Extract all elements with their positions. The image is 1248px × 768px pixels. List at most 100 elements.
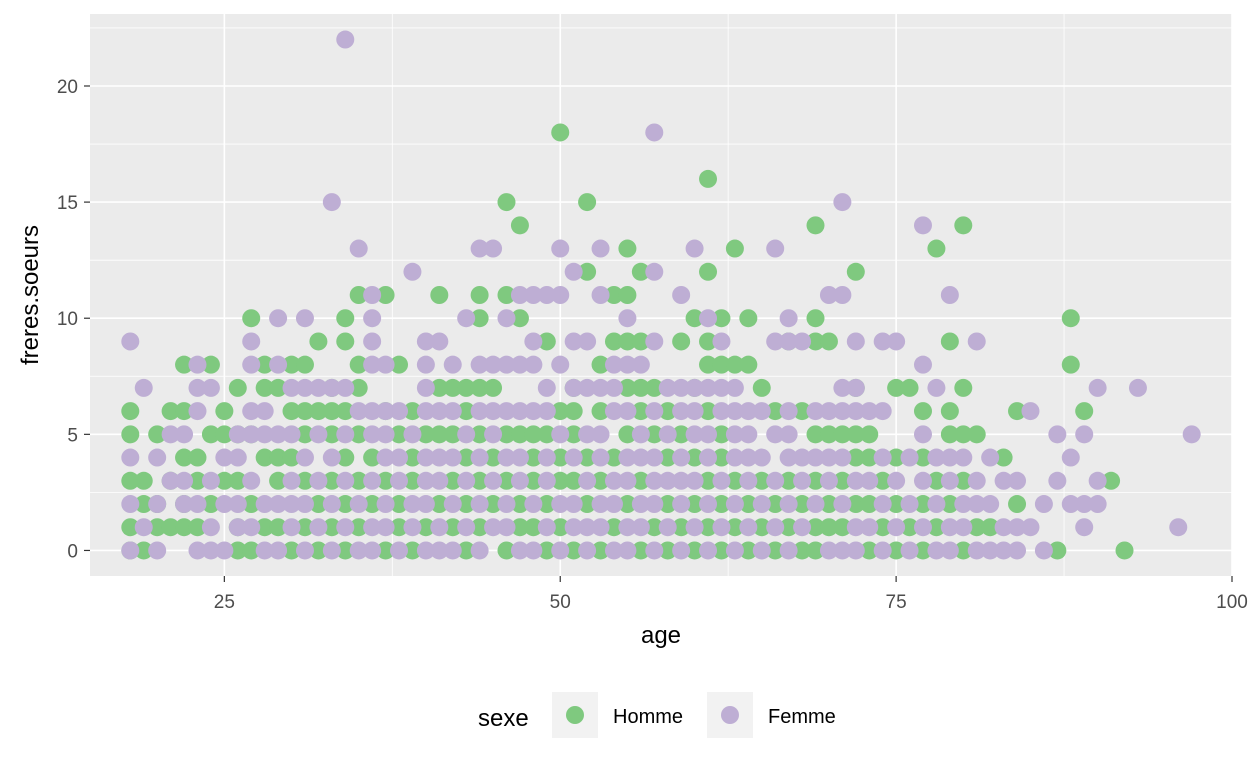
point-homme xyxy=(766,402,785,421)
point-homme xyxy=(403,471,422,490)
plot-panel xyxy=(90,14,1232,576)
point-femme xyxy=(739,448,758,467)
point-femme xyxy=(618,402,637,421)
point-homme xyxy=(793,541,812,560)
point-femme xyxy=(591,286,610,304)
point-femme xyxy=(282,471,301,490)
point-femme xyxy=(349,541,368,560)
point-femme xyxy=(497,448,516,467)
point-femme xyxy=(887,471,906,490)
point-femme xyxy=(564,448,583,467)
point-homme xyxy=(631,471,650,490)
point-femme xyxy=(860,518,879,537)
point-femme xyxy=(269,541,288,560)
point-homme xyxy=(510,309,529,328)
point-femme xyxy=(860,402,879,421)
point-femme xyxy=(121,495,140,514)
point-femme xyxy=(631,495,650,514)
point-femme xyxy=(497,495,516,514)
point-homme xyxy=(255,448,274,467)
point-homme xyxy=(484,448,503,467)
point-homme xyxy=(618,332,637,351)
point-femme xyxy=(242,471,261,490)
point-femme xyxy=(510,541,529,560)
point-homme xyxy=(470,378,489,397)
point-homme xyxy=(940,495,959,514)
point-homme xyxy=(739,355,758,374)
point-femme xyxy=(470,355,489,374)
point-homme xyxy=(403,541,422,560)
point-homme xyxy=(833,425,852,444)
point-homme xyxy=(873,471,892,490)
point-homme xyxy=(470,518,489,537)
point-femme xyxy=(779,402,798,421)
point-homme xyxy=(242,541,261,560)
point-homme xyxy=(752,518,771,537)
point-femme xyxy=(416,448,435,467)
point-femme xyxy=(672,286,691,304)
point-femme xyxy=(309,471,328,490)
point-homme xyxy=(376,286,395,304)
point-homme xyxy=(537,332,556,351)
point-femme xyxy=(645,448,664,467)
point-femme xyxy=(403,518,422,537)
point-homme xyxy=(551,402,570,421)
point-femme xyxy=(403,495,422,514)
point-homme xyxy=(497,286,516,304)
point-homme xyxy=(470,425,489,444)
x-axis-title: age xyxy=(641,622,681,649)
point-femme xyxy=(873,332,892,351)
point-femme xyxy=(457,518,476,537)
point-femme xyxy=(484,471,503,490)
point-femme xyxy=(819,541,838,560)
data-points xyxy=(121,30,1201,560)
point-femme xyxy=(457,425,476,444)
point-femme xyxy=(497,355,516,374)
point-homme xyxy=(967,518,986,537)
point-homme xyxy=(658,448,677,467)
point-femme xyxy=(537,402,556,421)
point-homme xyxy=(349,471,368,490)
point-homme xyxy=(201,355,220,374)
point-homme xyxy=(188,518,207,537)
point-femme xyxy=(927,378,946,397)
point-homme xyxy=(806,309,825,328)
point-homme xyxy=(269,518,288,537)
point-femme xyxy=(1088,471,1107,490)
point-homme xyxy=(806,541,825,560)
point-homme xyxy=(793,495,812,514)
point-homme xyxy=(699,169,718,188)
point-femme xyxy=(779,448,798,467)
point-homme xyxy=(215,402,234,421)
point-femme xyxy=(564,495,583,514)
point-homme xyxy=(940,425,959,444)
point-femme xyxy=(631,425,650,444)
point-femme xyxy=(443,402,462,421)
point-homme xyxy=(752,378,771,397)
point-femme xyxy=(967,332,986,351)
point-femme xyxy=(833,495,852,514)
point-femme xyxy=(604,378,623,397)
point-homme xyxy=(336,448,355,467)
point-homme xyxy=(309,402,328,421)
point-homme xyxy=(470,309,489,328)
point-homme xyxy=(699,332,718,351)
point-femme xyxy=(900,495,919,514)
point-femme xyxy=(591,425,610,444)
point-homme xyxy=(470,286,489,304)
point-homme xyxy=(672,425,691,444)
point-femme xyxy=(873,541,892,560)
point-femme xyxy=(537,448,556,467)
legend-marker-homme xyxy=(566,706,584,724)
point-homme xyxy=(1048,541,1067,560)
point-femme xyxy=(940,286,959,304)
point-femme xyxy=(242,355,261,374)
point-homme xyxy=(322,402,341,421)
point-femme xyxy=(699,378,718,397)
point-femme xyxy=(645,541,664,560)
point-femme xyxy=(940,541,959,560)
point-femme xyxy=(578,518,597,537)
point-femme xyxy=(161,471,180,490)
point-homme xyxy=(121,402,140,421)
point-femme xyxy=(134,378,153,397)
